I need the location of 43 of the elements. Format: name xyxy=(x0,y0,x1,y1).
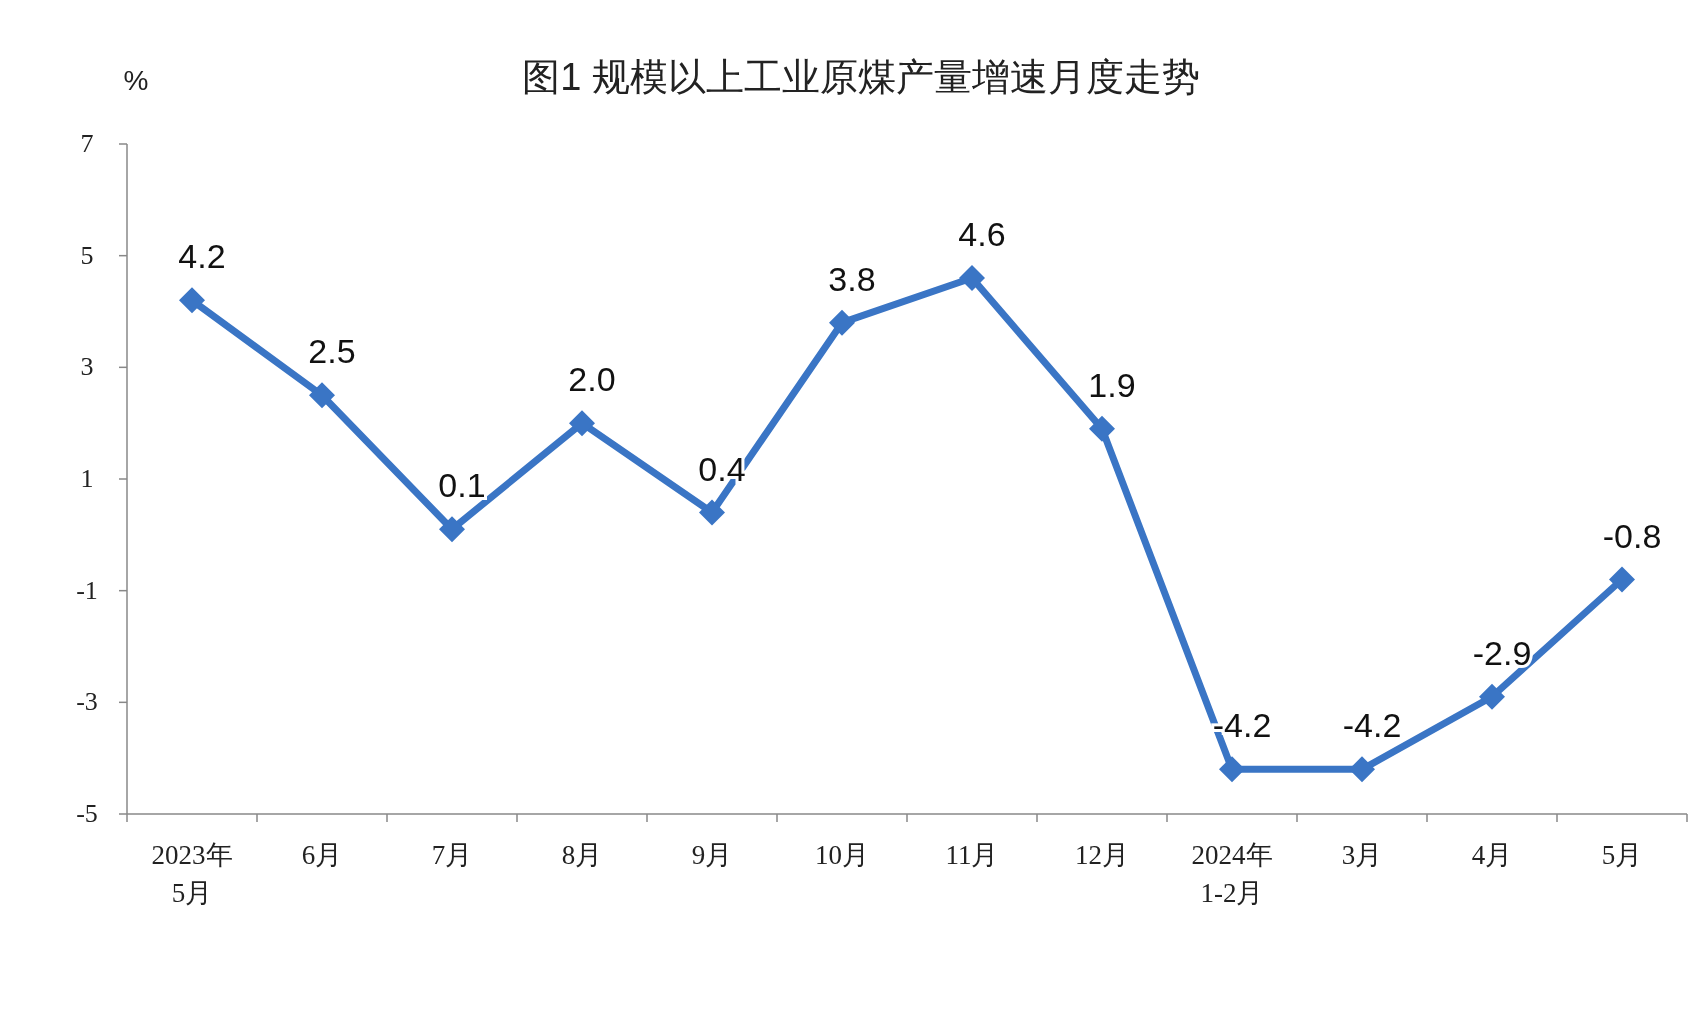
point xyxy=(179,287,205,314)
x-tick-label: 10月 xyxy=(815,840,869,870)
x-tick-label: 7月 xyxy=(431,840,473,870)
text: 4.6 xyxy=(958,215,1006,253)
text: -0.8 xyxy=(1602,516,1662,555)
point xyxy=(1219,756,1245,783)
x-tick-label: 2023年 5月 xyxy=(151,840,233,908)
x-tick-label: 3月 xyxy=(1341,840,1383,870)
point xyxy=(439,516,465,543)
x-tick-label: 5月 xyxy=(1601,840,1643,870)
point xyxy=(829,309,855,336)
y-axis-title: % xyxy=(123,65,149,96)
x-tick-label: 6月 xyxy=(301,840,343,870)
point xyxy=(569,410,595,437)
text: 2.5 xyxy=(308,332,356,371)
y-tick-label: 7 xyxy=(80,129,94,158)
point xyxy=(309,382,335,409)
chart-title: 图1 规模以上工业原煤产量增速月度走势 xyxy=(522,56,1200,98)
x-tick-label: 4月 xyxy=(1471,840,1513,870)
point xyxy=(1089,415,1115,442)
text: -2.9 xyxy=(1472,633,1532,672)
point xyxy=(699,499,725,526)
x-tick-label: 8月 xyxy=(561,840,603,870)
x-tick-label: 12月 xyxy=(1075,840,1129,870)
point xyxy=(959,265,985,291)
text: 2.0 xyxy=(568,360,616,399)
text: 1.9 xyxy=(1088,365,1136,404)
text: 3.8 xyxy=(828,259,876,298)
y-tick-label: -1 xyxy=(76,575,98,605)
text: 0.1 xyxy=(438,466,486,505)
x-tick-label: 11月 xyxy=(945,840,999,870)
y-tick-label: 3 xyxy=(80,352,94,382)
x-tick-label: 2024年 1-2月 xyxy=(1191,840,1273,908)
y-tick-label: 1 xyxy=(80,464,94,493)
x-tick-label: 9月 xyxy=(691,840,733,870)
point xyxy=(1349,756,1375,783)
y-tick-label: -5 xyxy=(76,799,98,828)
text: -4.2 xyxy=(1342,706,1402,745)
text: 4.2 xyxy=(178,237,226,276)
point xyxy=(1609,566,1635,593)
y-tick-label: -3 xyxy=(76,687,98,717)
y-tick-label: 5 xyxy=(80,240,94,270)
point xyxy=(1479,683,1505,710)
